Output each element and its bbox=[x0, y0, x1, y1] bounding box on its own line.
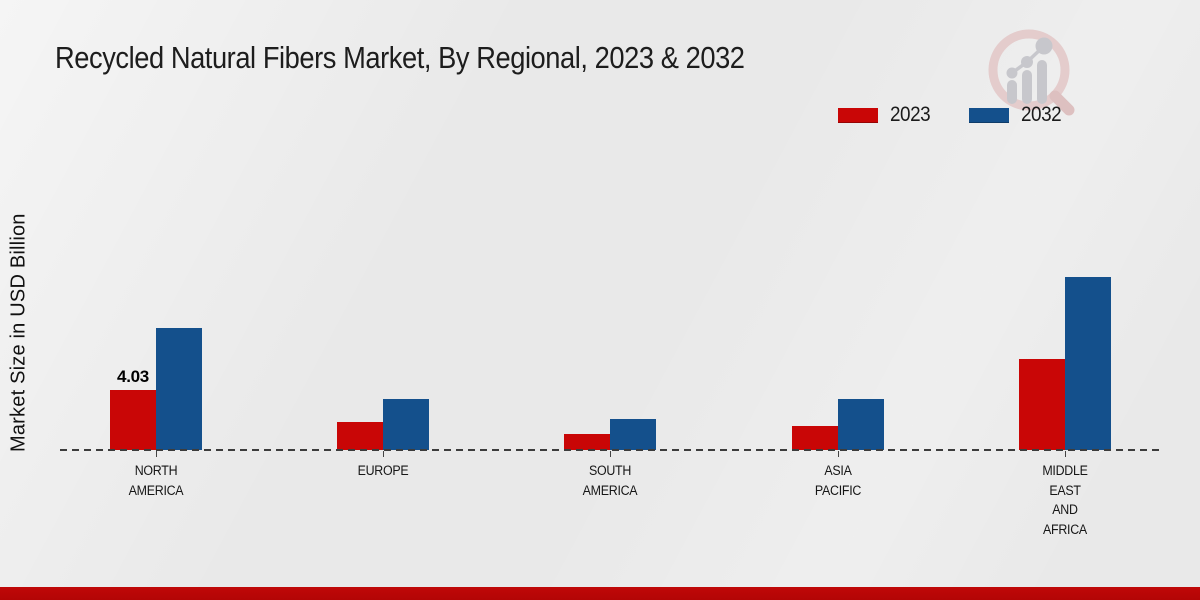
legend-item-2032: 2032 bbox=[968, 103, 1066, 127]
legend-swatch-2023 bbox=[838, 107, 878, 123]
axis-tick bbox=[383, 451, 384, 457]
legend-label-2023: 2023 bbox=[890, 103, 931, 126]
category-label-europe: EUROPE bbox=[357, 463, 409, 478]
bar-2032-middle-east-and-africa bbox=[1065, 277, 1111, 450]
magnifier-ring bbox=[988, 29, 1070, 111]
bar-2023-europe bbox=[337, 422, 383, 450]
logo-bar-medium bbox=[1022, 70, 1032, 104]
footer-accent-bar bbox=[0, 587, 1200, 600]
bar-value-label: 4.03 bbox=[117, 367, 149, 386]
legend-item-2023: 2023 bbox=[838, 103, 935, 127]
bar-2032-asia-pacific bbox=[838, 399, 884, 450]
bar-2032-south-america bbox=[610, 419, 656, 450]
bar-2023-asia-pacific bbox=[792, 426, 838, 450]
bar-2032-europe bbox=[383, 399, 429, 450]
bar-2023-middle-east-and-africa bbox=[1019, 359, 1065, 450]
logo-bar-large bbox=[1037, 60, 1047, 104]
magnifier-handle bbox=[1049, 90, 1075, 116]
logo-dot-2 bbox=[1021, 56, 1033, 68]
bar-2023-north-america bbox=[110, 390, 156, 450]
bar-2023-south-america bbox=[564, 434, 610, 450]
category-label-middle-east-and-africa: MIDDLE EAST AND AFRICA bbox=[1042, 463, 1088, 537]
axis-tick bbox=[156, 451, 157, 457]
magnifier-bar-chart-logo bbox=[988, 29, 1075, 116]
x-axis-baseline bbox=[60, 449, 1163, 451]
chart-title: Recycled Natural Fibers Market, By Regio… bbox=[55, 40, 745, 75]
axis-tick bbox=[1065, 451, 1066, 457]
axis-tick bbox=[838, 451, 839, 457]
axis-tick bbox=[610, 451, 611, 457]
legend: 2023 2032 bbox=[838, 103, 1065, 127]
logo-bar-small bbox=[1007, 80, 1017, 104]
category-label-south-america: SOUTH AMERICA bbox=[582, 463, 638, 498]
legend-label-2032: 2032 bbox=[1020, 103, 1062, 126]
bar-2032-north-america bbox=[156, 328, 202, 450]
logo-dot-3 bbox=[1035, 37, 1053, 55]
category-label-north-america: NORTH AMERICA bbox=[128, 463, 184, 498]
category-label-asia-pacific: ASIA PACIFIC bbox=[814, 463, 862, 498]
legend-swatch-2032 bbox=[968, 107, 1009, 123]
logo-dot-1 bbox=[1006, 67, 1018, 79]
